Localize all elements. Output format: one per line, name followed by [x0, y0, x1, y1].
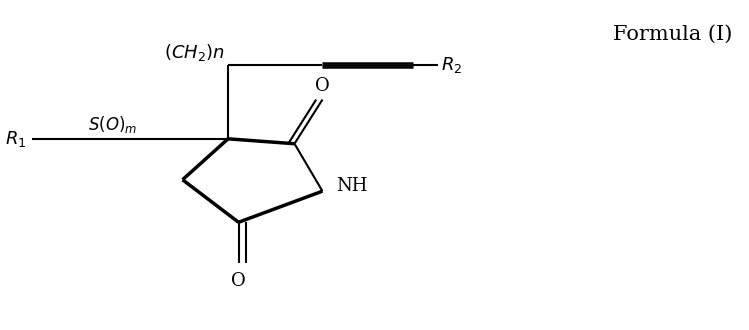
Text: $(CH_2)n$: $(CH_2)n$	[164, 42, 225, 63]
Text: $S(O)_m$: $S(O)_m$	[88, 114, 137, 135]
Text: $R_1$: $R_1$	[5, 129, 26, 149]
Text: Formula (I): Formula (I)	[613, 24, 732, 43]
Text: $R_2$: $R_2$	[441, 55, 463, 75]
Text: NH: NH	[336, 177, 368, 195]
Text: O: O	[315, 77, 330, 95]
Text: O: O	[231, 272, 246, 290]
